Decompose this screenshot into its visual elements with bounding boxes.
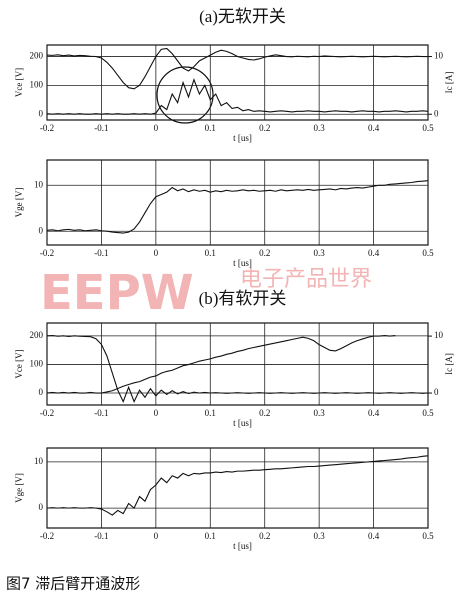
y-tick-label: 10 [34,456,44,466]
y2-axis-label: Ic [A] [444,353,454,375]
y-tick-label: 100 [30,358,44,368]
x-tick-label: 0.4 [368,408,380,418]
x-tick-label: 0.4 [368,248,380,258]
x-tick-label: 0 [154,248,159,258]
y-axis-label: Vge [V] [14,188,24,218]
x-tick-label: 0.2 [259,123,270,133]
x-tick-label: 0.5 [422,531,434,541]
y2-tick-label: 0 [434,108,439,118]
x-tick-label: -0.1 [94,531,108,541]
waveform [46,180,429,234]
y-tick-label: 200 [30,330,44,340]
y-tick-label: 10 [34,179,44,189]
waveform [46,335,429,403]
waveform [46,455,429,516]
x-tick-label: 0 [154,531,159,541]
x-tick-label: 0.5 [422,248,434,258]
x-tick-label: -0.2 [40,531,54,541]
y-tick-label: 0 [39,387,44,397]
x-tick-label: 0.3 [314,531,326,541]
x-tick-label: 0.2 [259,248,270,258]
watermark-logo: EEPW [40,265,194,321]
x-tick-label: 0.5 [422,408,434,418]
x-tick-label: 0.3 [314,123,326,133]
x-tick-label: 0 [154,408,159,418]
y2-tick-label: 10 [434,51,444,61]
y-axis-label: Vce [V] [14,68,24,97]
x-tick-label: 0.4 [368,531,380,541]
plot-frame [46,447,429,529]
x-tick-label: 0.1 [205,123,216,133]
x-axis-label: t [us] [233,258,252,268]
x-tick-label: 0.2 [259,408,270,418]
x-tick-label: 0.2 [259,531,270,541]
y2-tick-label: 10 [434,330,444,340]
x-tick-label: 0.1 [205,408,216,418]
x-tick-label: -0.2 [40,123,54,133]
y2-axis-label: Ic [A] [444,72,454,94]
y-tick-label: 0 [39,502,44,512]
chart-title: (b)有软开关 [199,289,287,308]
y-tick-label: 100 [30,79,44,89]
x-tick-label: -0.2 [40,408,54,418]
x-tick-label: -0.1 [94,123,108,133]
y-tick-label: 0 [39,108,44,118]
x-tick-label: 0.3 [314,248,326,258]
y-tick-label: 200 [30,51,44,61]
plot-frame [46,159,429,246]
y2-tick-label: 0 [434,387,439,397]
x-axis-label: t [us] [233,541,252,551]
caption: 图7 滞后臂开通波形 [6,575,140,593]
x-tick-label: 0.5 [422,123,434,133]
x-tick-label: -0.1 [94,408,108,418]
y-axis-label: Vge [V] [14,473,24,503]
waveform [46,334,396,394]
waveform [46,77,429,115]
x-axis-label: t [us] [233,133,252,143]
x-tick-label: 0.1 [205,248,216,258]
highlight-circle [156,66,214,124]
x-tick-label: 0.1 [205,531,216,541]
watermark-text: 电子产品世界 [240,267,372,292]
x-tick-label: 0.4 [368,123,380,133]
x-tick-label: -0.1 [94,248,108,258]
y-axis-label: Vce [V] [14,349,24,378]
x-tick-label: 0.3 [314,408,326,418]
x-axis-label: t [us] [233,418,252,428]
waveform [46,47,428,90]
x-tick-label: -0.2 [40,248,54,258]
x-tick-label: 0 [154,123,159,133]
y-tick-label: 0 [39,225,44,235]
chart-title: (a)无软开关 [199,7,286,26]
